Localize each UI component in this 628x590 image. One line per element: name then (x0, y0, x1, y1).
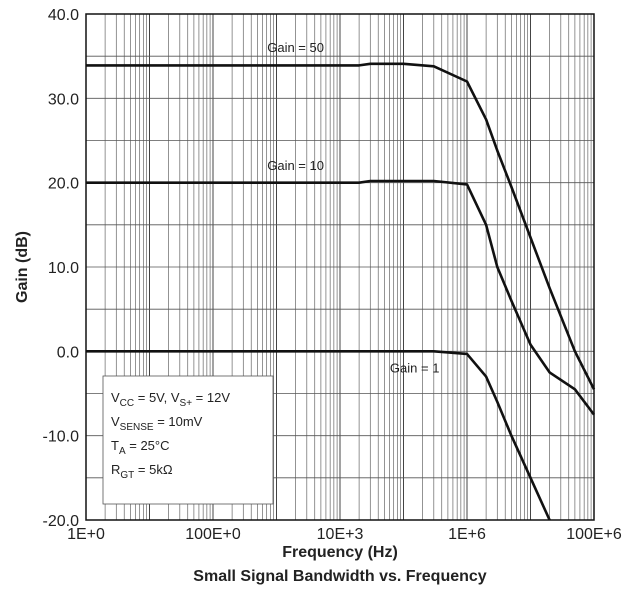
plot-frame (85, 13, 595, 521)
condition-line: VCC = 5V, VS+ = 12V (111, 390, 230, 409)
condition-line: TA = 25°C (111, 438, 170, 457)
chart-title: Small Signal Bandwidth vs. Frequency (193, 568, 487, 585)
condition-line: VSENSE = 10mV (111, 414, 203, 433)
y-tick-label: -10.0 (43, 429, 80, 446)
x-tick-label: 100E+0 (185, 526, 241, 543)
series-line-1 (86, 62, 596, 390)
x-axis-label: Frequency (Hz) (282, 544, 398, 561)
series-annotation: Gain = 10 (267, 158, 324, 173)
x-tick-label: 1E+6 (448, 526, 486, 543)
y-tick-label: 30.0 (48, 91, 79, 108)
conditions-box (102, 375, 274, 505)
conditions-text: VCC = 5V, VS+ = 12V VSENSE = 10mV TA = 25°… (111, 390, 230, 481)
series-group (86, 62, 596, 521)
series-annotation: Gain = 50 (267, 40, 324, 55)
x-tick-label: 100E+6 (566, 526, 622, 543)
x-tick-label: 1E+0 (67, 526, 105, 543)
y-tick-label: -20.0 (43, 513, 80, 530)
y-tick-label: 0.0 (57, 344, 79, 361)
y-tick-label: 20.0 (48, 176, 79, 193)
y-tick-label: 10.0 (48, 260, 79, 277)
y-tick-labels: -20.0 -10.0 0.0 10.0 20.0 30.0 40.0 (43, 7, 80, 530)
annotations-group: Gain = 50 Gain = 10 Gain = 1 (267, 40, 439, 375)
series-line-3 (86, 349, 551, 521)
y-tick-label: 40.0 (48, 7, 79, 24)
x-tick-label: 10E+3 (317, 526, 364, 543)
condition-line: RGT = 5kΩ (111, 462, 173, 481)
x-tick-labels: 1E+0 100E+0 10E+3 1E+6 100E+6 (67, 526, 622, 543)
series-annotation: Gain = 1 (390, 360, 440, 375)
series-line-2 (86, 179, 596, 416)
y-axis-label: Gain (dB) (14, 231, 31, 303)
